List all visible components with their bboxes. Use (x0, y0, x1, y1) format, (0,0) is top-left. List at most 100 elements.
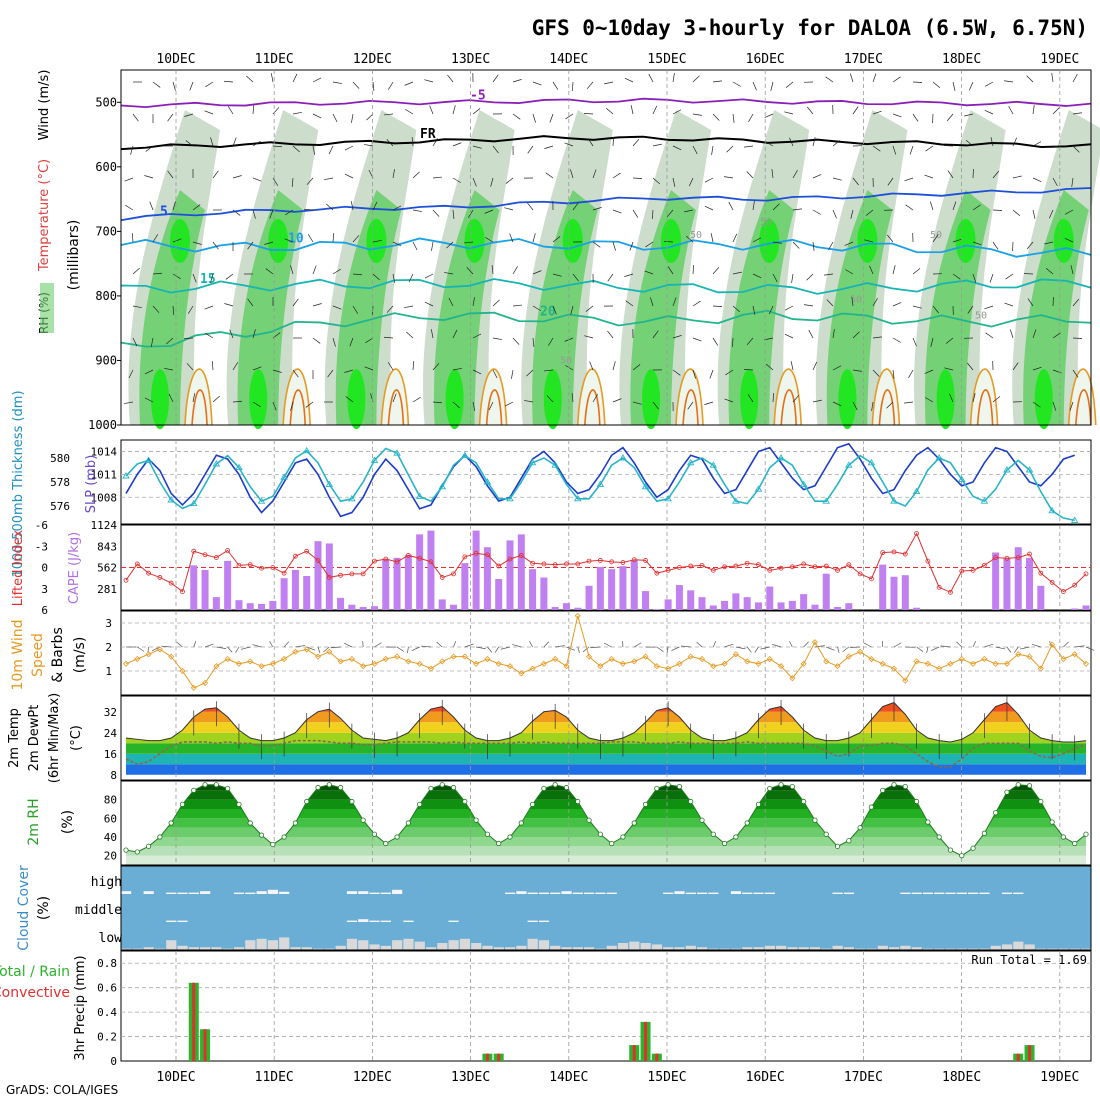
rh2m-point (337, 784, 344, 791)
li-point (146, 570, 151, 576)
isotherm-label: 20 (540, 305, 556, 320)
temp-band (126, 753, 1086, 765)
wind-barb (965, 139, 974, 147)
date-label-top: 19DEC (1040, 52, 1079, 67)
date-label-bottom: 14DEC (549, 1070, 588, 1085)
wind-barb (772, 203, 780, 211)
wind-barb (804, 304, 814, 307)
wind-barb (872, 110, 882, 115)
li-point (880, 550, 886, 556)
wind-barb (452, 177, 461, 183)
wind-barb (544, 369, 554, 372)
wind-barb (185, 140, 194, 147)
wind-barb (746, 337, 754, 346)
wind-barb (952, 201, 957, 211)
wind-barb (589, 361, 594, 371)
rh2m-point (371, 831, 378, 837)
cloud-bar-high (346, 891, 358, 894)
wind-barb (752, 81, 757, 91)
wind10m-barb (1006, 646, 1012, 653)
pressure-tick-label: 800 (95, 289, 117, 303)
wind-barb (905, 204, 914, 211)
date-axes: 10DEC 10DEC 11DEC 11DEC 12DEC 12DEC 13DEC 13DEC… (156, 52, 1079, 1085)
cape-bar (822, 573, 830, 610)
wind-barb (326, 203, 334, 211)
cloud-bar-middle (346, 920, 358, 922)
rh2m-point (812, 817, 818, 823)
wind-barb (246, 75, 254, 83)
wind-barb (592, 241, 601, 248)
precip-total-legend: Total / Rain (0, 964, 70, 980)
wind-barb (305, 401, 314, 408)
li-point (168, 580, 174, 586)
li-point (677, 565, 682, 570)
wind-axis-label-2: Speed (30, 633, 46, 677)
wind-barb (732, 337, 734, 348)
wind-barb (572, 202, 579, 211)
cloud-bar-low (584, 947, 595, 950)
thickness-point (438, 482, 447, 490)
wind-barb (224, 80, 234, 83)
cloud-bar-high (550, 892, 561, 894)
rh2m-point (484, 831, 491, 837)
wind-barb (392, 205, 402, 211)
cloud-frame (120, 865, 1092, 951)
cloud-bar-low (640, 943, 651, 950)
wind-barb (132, 337, 138, 347)
wind-barb (365, 337, 374, 344)
li-point (778, 565, 784, 571)
wind-barb (252, 401, 261, 408)
wind-barb (212, 170, 219, 179)
wind-barb (252, 366, 262, 371)
wind-barb (292, 73, 298, 83)
rh2m-point (902, 783, 908, 790)
wind-barb (1032, 141, 1042, 147)
cloud-cover-panel: high middle low Cloud Cover (%) (16, 865, 1092, 951)
cloud-bar-middle (448, 920, 459, 922)
wind-speed-point (1037, 665, 1044, 672)
wind-barb (1032, 209, 1036, 219)
cloud-bar-low (369, 944, 380, 950)
wind-barb (685, 235, 694, 243)
rh-band (126, 855, 1086, 865)
wind-barb (672, 177, 676, 187)
wind-barb (748, 113, 754, 122)
thickness-point (235, 463, 243, 471)
wind-barb (807, 106, 814, 115)
cape-bar (596, 566, 604, 610)
cloud-bar-high (945, 892, 956, 894)
cloud-axis-label: Cloud Cover (16, 865, 32, 951)
wind-barb (128, 369, 134, 379)
wind-barb (352, 273, 362, 276)
wind-speed-point (721, 660, 728, 667)
wind-speed-point (439, 658, 446, 665)
date-label-top: 16DEC (746, 52, 785, 67)
cloud-bar-low (346, 938, 358, 950)
wind-barb (972, 204, 981, 211)
rh-shade-bright (1034, 369, 1053, 430)
rh-band (126, 827, 1086, 837)
cape-bar (698, 597, 706, 610)
cloud-bar-low (505, 947, 516, 950)
precip-axis-label: 3hr Precip (mm) (73, 955, 88, 1060)
wind-barb (844, 241, 854, 246)
cape-bar (280, 578, 288, 610)
li-point (891, 549, 897, 555)
li-point (315, 558, 321, 563)
isotherm-30 (289, 389, 306, 426)
isotherm-30 (191, 389, 208, 426)
wind-barb (872, 298, 878, 307)
rh2m-point (699, 817, 705, 823)
isotherm-label: -5 (470, 88, 486, 103)
wind-barb (232, 175, 242, 179)
rh2m-point (846, 838, 852, 844)
wind-speed-point (461, 653, 468, 660)
cape-bar (585, 585, 593, 610)
wind-barb (946, 113, 954, 122)
wind-barb (632, 138, 640, 147)
li-point (914, 531, 919, 536)
cloud-bar-high (256, 891, 267, 894)
cloud-bar-high (505, 892, 516, 894)
cloud-bar-low (934, 948, 945, 950)
